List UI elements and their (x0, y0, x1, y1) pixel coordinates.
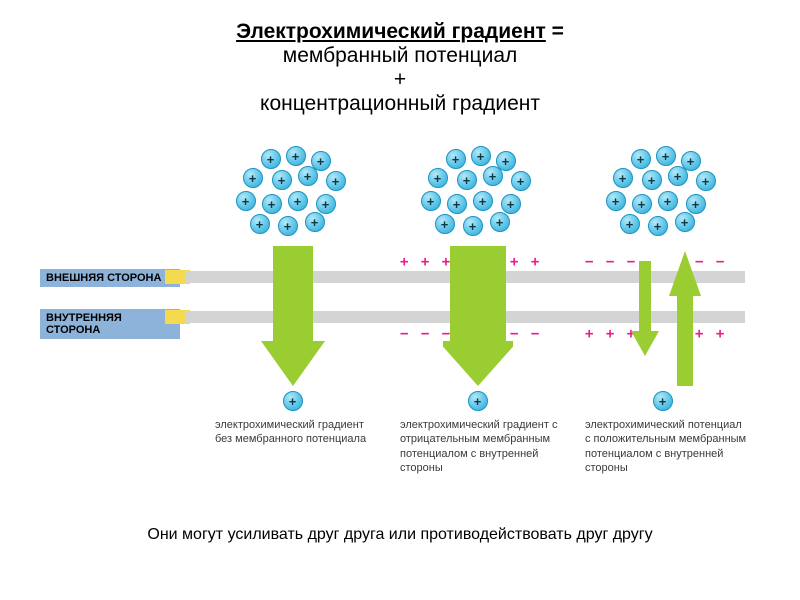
ion-icon: + (696, 171, 716, 191)
ion-icon: + (288, 191, 308, 211)
ion-icon: + (326, 171, 346, 191)
ion-icon: + (421, 191, 441, 211)
title-line-2: мембранный потенциал (0, 44, 800, 68)
title-line-4: концентрационный градиент (0, 92, 800, 116)
charge-marks: + + (510, 254, 541, 270)
ion-icon: + (620, 214, 640, 234)
ion-icon: + (473, 191, 493, 211)
outer-side-label: ВНЕШНЯЯ СТОРОНА (40, 269, 180, 287)
ion-icon: + (468, 391, 488, 411)
ion-icon: + (668, 166, 688, 186)
ion-icon: + (501, 194, 521, 214)
ion-icon: + (250, 214, 270, 234)
ion-icon: + (446, 149, 466, 169)
ion-icon: + (316, 194, 336, 214)
ion-cluster: ++++++++++++++ (413, 146, 543, 241)
panel-2: +++++++++++++++ + ++ +− − −− −+электрохи… (390, 126, 565, 476)
ion-icon: + (278, 216, 298, 236)
ion-icon: + (428, 168, 448, 188)
ion-icon: + (471, 146, 491, 166)
ion-icon: + (483, 166, 503, 186)
title-line-3: + (0, 68, 800, 92)
ion-icon: + (457, 170, 477, 190)
ion-icon: + (262, 194, 282, 214)
ion-icon: + (658, 191, 678, 211)
ion-icon: + (686, 194, 706, 214)
ion-icon: + (243, 168, 263, 188)
ion-icon: + (435, 214, 455, 234)
ion-icon: + (642, 170, 662, 190)
ion-icon: + (606, 191, 626, 211)
charge-marks: − − (510, 326, 541, 342)
ion-icon: + (648, 216, 668, 236)
gradient-arrow-icon (258, 241, 328, 391)
ion-icon: + (463, 216, 483, 236)
ion-icon: + (675, 212, 695, 232)
panel-caption: электрохимический градиент без мембранно… (205, 418, 380, 447)
ion-icon: + (447, 194, 467, 214)
inner-side-label: ВНУТРЕННЯЯ СТОРОНА (40, 309, 180, 339)
ion-icon: + (632, 194, 652, 214)
title-line-1: Электрохимический градиент = (0, 20, 800, 44)
title-equals: = (546, 20, 564, 43)
panel-caption: электрохимический потенциал с положитель… (575, 418, 750, 475)
ion-icon: + (298, 166, 318, 186)
title-block: Электрохимический градиент = мембранный … (0, 0, 800, 126)
ion-icon: + (305, 212, 325, 232)
footer-text: Они могут усиливать друг друга или проти… (0, 526, 800, 544)
ion-icon: + (236, 191, 256, 211)
ion-icon: + (261, 149, 281, 169)
ion-cluster: ++++++++++++++ (598, 146, 728, 241)
ion-icon: + (653, 391, 673, 411)
panel-3: ++++++++++++++− − −− −+ + ++ ++электрохи… (575, 126, 750, 476)
gradient-arrow-icon (627, 241, 707, 391)
ion-icon: + (272, 170, 292, 190)
title-underline: Электрохимический градиент (236, 20, 546, 43)
panel-1: +++++++++++++++электрохимический градиен… (205, 126, 380, 476)
ion-icon: + (511, 171, 531, 191)
ion-icon: + (613, 168, 633, 188)
ion-icon: + (631, 149, 651, 169)
ion-icon: + (490, 212, 510, 232)
gradient-arrow-icon (443, 241, 513, 391)
ion-cluster: ++++++++++++++ (228, 146, 358, 241)
ion-icon: + (286, 146, 306, 166)
ion-icon: + (656, 146, 676, 166)
diagram-area: ВНЕШНЯЯ СТОРОНА ВНУТРЕННЯЯ СТОРОНА +++++… (0, 126, 800, 476)
panel-caption: электрохимический градиент с отрицательн… (390, 418, 565, 475)
ion-icon: + (283, 391, 303, 411)
